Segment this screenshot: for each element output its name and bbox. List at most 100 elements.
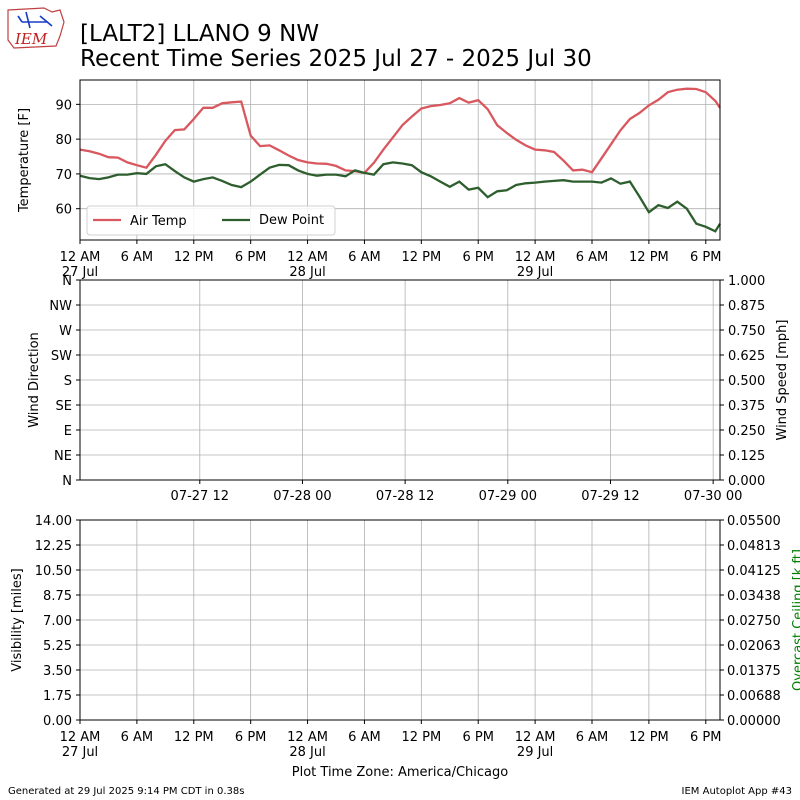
x-tick-label: 6 AM — [348, 730, 381, 745]
y-tick-label: 80 — [55, 133, 72, 148]
x-tick-label: 6 PM — [690, 730, 721, 745]
wind-speed-tick-label: 0.750 — [728, 324, 765, 339]
ceiling-tick-label: 0.04125 — [727, 564, 781, 579]
ceiling-tick-label: 0.01375 — [727, 664, 781, 679]
x-tick-date-label: 29 Jul — [517, 745, 553, 760]
ceiling-tick-label: 0.03438 — [727, 589, 781, 604]
ceiling-tick-label: 0.02750 — [727, 614, 781, 629]
wind-direction-tick-label: N — [62, 474, 72, 489]
air-temp-line — [79, 87, 721, 175]
wind-direction-tick-label: NE — [54, 449, 72, 464]
x-tick-label: 12 PM — [174, 250, 214, 265]
x-tick-label: 6 AM — [121, 730, 154, 745]
x-tick-label: 07-28 00 — [273, 489, 331, 504]
x-tick-label: 6 PM — [690, 250, 721, 265]
x-tick-label: 12 PM — [629, 250, 669, 265]
timezone-label: Plot Time Zone: America/Chicago — [292, 765, 508, 780]
wind-speed-tick-label: 0.875 — [728, 299, 765, 314]
logo-text: IEM — [14, 30, 48, 48]
wind-grid — [80, 279, 720, 481]
wind-speed-tick-label: 0.250 — [728, 424, 765, 439]
x-tick-label: 12 PM — [174, 730, 214, 745]
visibility-panel: 0.00 0.00000 1.75 0.00688 3.50 0.01375 5.25 0.0… — [10, 514, 800, 760]
y-tick-label: 90 — [55, 98, 72, 113]
wind-direction-tick-label: W — [59, 324, 72, 339]
x-tick-date-label: 27 Jul — [62, 265, 98, 280]
visibility-tick-label: 12.25 — [35, 539, 72, 554]
x-tick-date-label: 28 Jul — [289, 265, 325, 280]
wind-speed-tick-label: 0.625 — [728, 349, 765, 364]
x-tick-label: 6 PM — [235, 730, 266, 745]
visibility-grid — [79, 519, 720, 721]
x-tick-label: 6 PM — [462, 250, 493, 265]
wind-direction-tick-label: SE — [56, 399, 72, 414]
wind-direction-tick-label: NW — [49, 299, 72, 314]
x-tick-label: 12 PM — [629, 730, 669, 745]
x-tick-label: 07-27 12 — [171, 489, 229, 504]
x-tick-label: 07-30 00 — [684, 489, 742, 504]
ceiling-tick-label: 0.02063 — [727, 639, 781, 654]
footer-generated: Generated at 29 Jul 2025 9:14 PM CDT in … — [8, 786, 244, 797]
visibility-tick-label: 10.50 — [35, 564, 72, 579]
x-tick-label: 12 AM — [60, 730, 101, 745]
x-tick-label: 07-29 00 — [479, 489, 537, 504]
wind-speed-tick-label: 0.500 — [728, 374, 765, 389]
x-tick-label: 12 PM — [401, 730, 441, 745]
temperature-legend: Air Temp Dew Point — [86, 205, 336, 236]
x-tick-label: 07-28 12 — [376, 489, 434, 504]
x-tick-label: 12 AM — [287, 730, 328, 745]
x-tick-label: 6 AM — [576, 730, 609, 745]
x-tick-label: 12 AM — [515, 730, 556, 745]
wind-direction-ylabel: Wind Direction — [27, 332, 42, 428]
x-tick-date-label: 28 Jul — [289, 745, 325, 760]
visibility-tick-label: 0.00 — [43, 714, 72, 729]
visibility-ylabel: Visibility [miles] — [10, 568, 25, 671]
visibility-tick-label: 7.00 — [43, 614, 72, 629]
ceiling-tick-label: 0.00688 — [727, 689, 781, 704]
ceiling-ylabel: Overcast Ceiling [k ft] — [791, 549, 800, 691]
chart-subtitle: Recent Time Series 2025 Jul 27 - 2025 Ju… — [80, 46, 592, 72]
wind-speed-tick-label: 0.000 — [728, 474, 765, 489]
dew-point-line — [79, 161, 721, 233]
temperature-frame — [79, 79, 721, 241]
x-tick-label: 6 AM — [348, 250, 381, 265]
wind-direction-tick-label: S — [64, 374, 72, 389]
visibility-tick-label: 3.50 — [43, 664, 72, 679]
x-tick-label: 6 AM — [121, 250, 154, 265]
wind-speed-ylabel: Wind Speed [mph] — [775, 320, 790, 441]
x-tick-label: 07-29 12 — [581, 489, 639, 504]
visibility-tick-label: 8.75 — [43, 589, 72, 604]
wind-panel: N 0.000 NE 0.125 E 0.250 SE 0.375 S 0.500 SW 0.625 W… — [27, 274, 790, 504]
ceiling-tick-label: 0.04813 — [727, 539, 781, 554]
legend-air-temp: Air Temp — [130, 214, 187, 229]
wind-speed-tick-label: 0.125 — [728, 449, 765, 464]
legend-dew-point: Dew Point — [259, 213, 324, 228]
wind-direction-tick-label: N — [62, 274, 72, 289]
ceiling-tick-label: 0.05500 — [727, 514, 781, 529]
visibility-tick-label: 5.25 — [43, 639, 72, 654]
x-tick-label: 12 AM — [287, 250, 328, 265]
iem-logo: IEM — [7, 7, 65, 49]
visibility-tick-label: 1.75 — [43, 689, 72, 704]
wind-speed-tick-label: 0.375 — [728, 399, 765, 414]
wind-axis-ticks: N 0.000 NE 0.125 E 0.250 SE 0.375 S 0.500 SW 0.625 W… — [49, 274, 765, 504]
x-tick-label: 12 AM — [60, 250, 101, 265]
wind-direction-tick-label: SW — [51, 349, 72, 364]
y-tick-label: 60 — [55, 203, 72, 218]
ceiling-tick-label: 0.00000 — [727, 714, 781, 729]
footer-app: IEM Autoplot App #43 — [682, 786, 792, 797]
visibility-tick-label: 14.00 — [35, 514, 72, 529]
wind-speed-tick-label: 1.000 — [728, 274, 765, 289]
wind-direction-tick-label: E — [64, 424, 72, 439]
x-tick-label: 6 AM — [576, 250, 609, 265]
x-tick-date-label: 29 Jul — [517, 265, 553, 280]
y-tick-label: 70 — [55, 168, 72, 183]
x-tick-label: 6 PM — [462, 730, 493, 745]
x-tick-label: 12 AM — [515, 250, 556, 265]
x-tick-label: 6 PM — [235, 250, 266, 265]
chart-title: [LALT2] LLANO 9 NW — [80, 21, 319, 47]
x-tick-date-label: 27 Jul — [62, 745, 98, 760]
